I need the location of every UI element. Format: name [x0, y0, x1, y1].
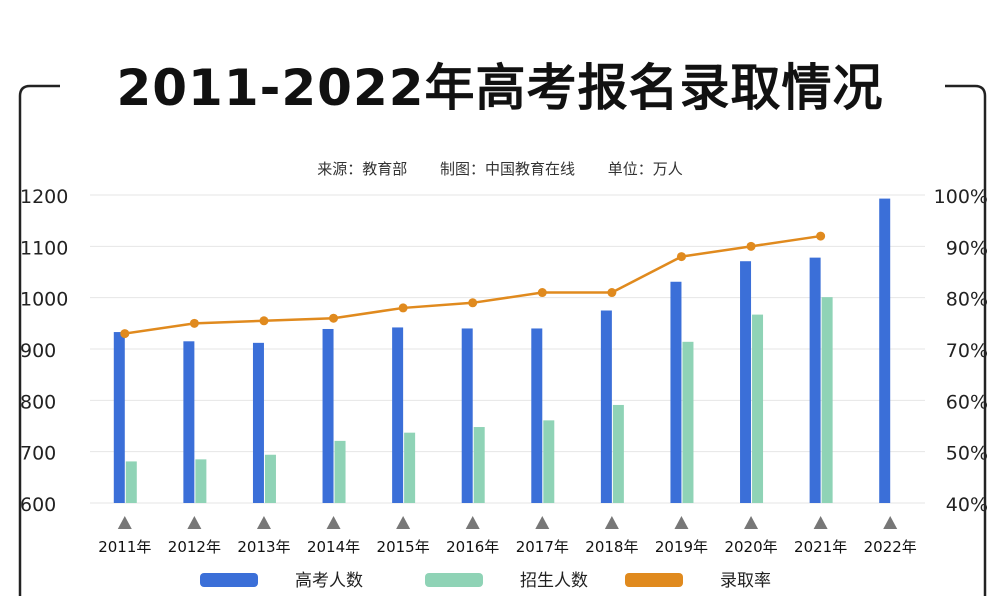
x-tick-marker — [744, 516, 759, 529]
unit-label: 单位：万人 — [607, 160, 683, 178]
legend-label: 高考人数 — [295, 571, 363, 591]
rate-point — [746, 241, 756, 251]
y2-tick-label: 90% — [946, 237, 988, 259]
x-tick-marker — [883, 516, 898, 529]
bar-zhaosheng-renshu — [334, 440, 346, 503]
y2-tick-label: 80% — [946, 289, 988, 311]
x-tick-marker — [326, 516, 341, 529]
bar-zhaosheng-renshu — [821, 297, 833, 503]
legend: 高考人数 招生人数 录取率 — [200, 571, 771, 591]
bar-gaokao-renshu — [392, 327, 404, 503]
bar-gaokao-renshu — [879, 198, 891, 504]
y2-tick-label: 70% — [946, 340, 988, 362]
x-tick-label: 2011年 — [98, 538, 151, 556]
x-tick-marker — [117, 516, 132, 529]
rate-point — [189, 318, 199, 328]
page-title: 2011-2022年高考报名录取情况 — [116, 59, 884, 117]
x-tick-label: 2012年 — [168, 538, 221, 556]
bar-zhaosheng-renshu — [682, 341, 694, 503]
x-tick-marker — [465, 516, 480, 529]
bar-series — [113, 198, 891, 504]
y2-tick-label: 40% — [946, 494, 988, 516]
grid-lines — [90, 194, 925, 504]
y-tick-label: 900 — [20, 340, 56, 362]
bar-zhaosheng-renshu — [752, 314, 764, 503]
x-tick-label: 2013年 — [237, 538, 290, 556]
bar-gaokao-renshu — [809, 257, 821, 503]
rate-point — [537, 288, 547, 298]
x-tick-marker — [256, 516, 271, 529]
legend-swatch — [625, 573, 683, 587]
y-tick-label: 1000 — [20, 289, 68, 311]
bar-gaokao-renshu — [461, 328, 473, 503]
bar-zhaosheng-renshu — [195, 459, 207, 503]
bar-gaokao-renshu — [600, 310, 612, 503]
bar-gaokao-renshu — [322, 328, 334, 503]
x-tick-label: 2022年 — [864, 538, 917, 556]
y-tick-label: 1100 — [20, 237, 68, 259]
legend-label: 录取率 — [720, 571, 771, 591]
y2-tick-label: 100% — [934, 186, 988, 208]
bar-zhaosheng-renshu — [264, 454, 276, 503]
bar-zhaosheng-renshu — [125, 461, 137, 503]
rate-point — [120, 329, 130, 339]
bar-gaokao-renshu — [183, 341, 195, 503]
y-tick-label: 700 — [20, 443, 56, 465]
bar-zhaosheng-renshu — [473, 427, 485, 503]
rate-point — [468, 298, 478, 308]
x-tick-label: 2021年 — [794, 538, 847, 556]
y-axis-left: 600 700 800 900 1000 1100 1200 — [20, 186, 68, 516]
x-tick-marker — [187, 516, 202, 529]
x-tick-label: 2015年 — [377, 538, 430, 556]
maker-label: 制图：中国教育在线 — [439, 160, 575, 178]
rate-point — [607, 288, 617, 298]
x-tick-label: 2017年 — [516, 538, 569, 556]
y-tick-label: 800 — [20, 391, 56, 413]
rate-point — [398, 303, 408, 313]
y2-tick-label: 50% — [946, 443, 988, 465]
y2-tick-label: 60% — [946, 391, 988, 413]
x-tick-label: 2014年 — [307, 538, 360, 556]
rate-line-path — [124, 234, 821, 335]
y-tick-label: 600 — [20, 494, 56, 516]
x-tick-label: 2018年 — [585, 538, 638, 556]
y-tick-label: 1200 — [20, 186, 68, 208]
x-tick-label: 2019年 — [655, 538, 708, 556]
x-tick-marker — [674, 516, 689, 529]
rate-point — [259, 316, 269, 326]
rate-point — [329, 313, 339, 323]
rate-point — [816, 231, 826, 241]
legend-label: 招生人数 — [520, 571, 588, 591]
bar-zhaosheng-renshu — [612, 404, 624, 503]
x-axis: 2011年 2012年 2013年 2014年 2015年 2016年 2017年 2018年… — [98, 516, 917, 556]
source-label: 来源：教育部 — [317, 160, 408, 178]
x-tick-marker — [535, 516, 550, 529]
x-tick-marker — [604, 516, 619, 529]
chart-subtitle: 来源：教育部 制图：中国教育在线 单位：万人 — [0, 158, 1000, 179]
bar-zhaosheng-renshu — [404, 432, 416, 503]
bar-gaokao-renshu — [113, 332, 125, 503]
bar-gaokao-renshu — [252, 342, 264, 503]
bar-gaokao-renshu — [531, 328, 543, 503]
x-tick-label: 2016年 — [446, 538, 499, 556]
bar-zhaosheng-renshu — [543, 420, 555, 503]
legend-swatch — [425, 573, 483, 587]
x-tick-marker — [396, 516, 411, 529]
rate-point — [676, 252, 686, 262]
x-tick-marker — [813, 516, 828, 529]
legend-swatch — [200, 573, 258, 587]
rate-line — [120, 231, 826, 339]
bar-gaokao-renshu — [670, 281, 682, 503]
bar-gaokao-renshu — [740, 261, 752, 503]
x-tick-label: 2020年 — [724, 538, 777, 556]
y-axis-right: 40% 50% 60% 70% 80% 90% 100% — [934, 186, 988, 516]
